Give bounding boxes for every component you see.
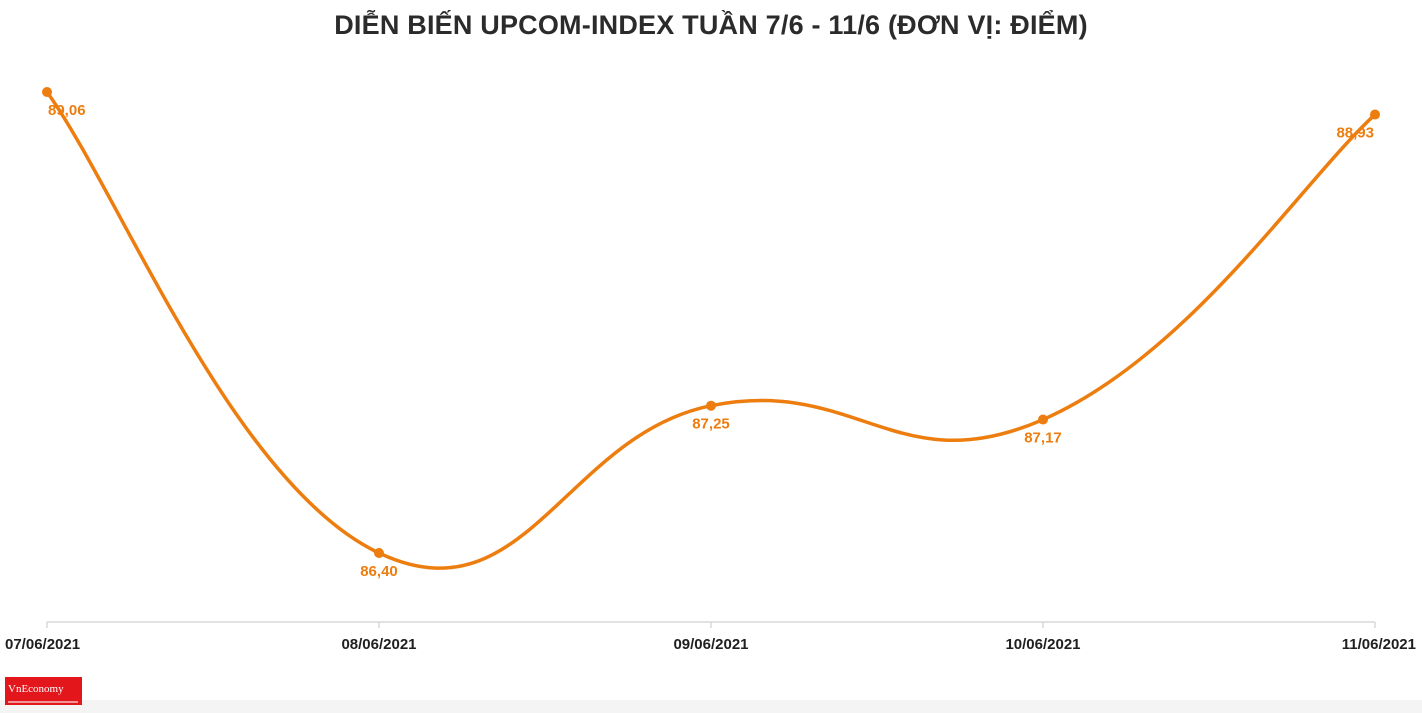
x-tick-label: 07/06/2021 — [5, 636, 80, 653]
x-tick-label: 10/06/2021 — [1005, 636, 1080, 653]
chart-title: DIỄN BIẾN UPCOM-INDEX TUẦN 7/6 - 11/6 (Đ… — [334, 10, 1088, 40]
logo-tagline — [8, 701, 78, 703]
footer-bar — [0, 700, 1422, 713]
data-point — [42, 87, 52, 97]
logo-text: VnEconomy — [8, 683, 64, 695]
data-label: 87,25 — [692, 416, 730, 433]
x-tick-label: 11/06/2021 — [1342, 636, 1416, 653]
x-tick-label: 09/06/2021 — [673, 636, 748, 653]
data-point — [1038, 414, 1048, 425]
data-label: 89,06 — [48, 102, 86, 119]
data-point — [374, 548, 384, 558]
series-line — [45, 90, 1377, 570]
data-label: 88,93 — [1336, 125, 1374, 142]
x-tick-label: 08/06/2021 — [341, 636, 416, 653]
data-point — [1370, 109, 1380, 120]
data-label: 87,17 — [1024, 430, 1062, 447]
data-point — [706, 400, 716, 411]
vneconomy-logo: VnEconomy — [5, 677, 82, 705]
data-label: 86,40 — [360, 563, 398, 580]
